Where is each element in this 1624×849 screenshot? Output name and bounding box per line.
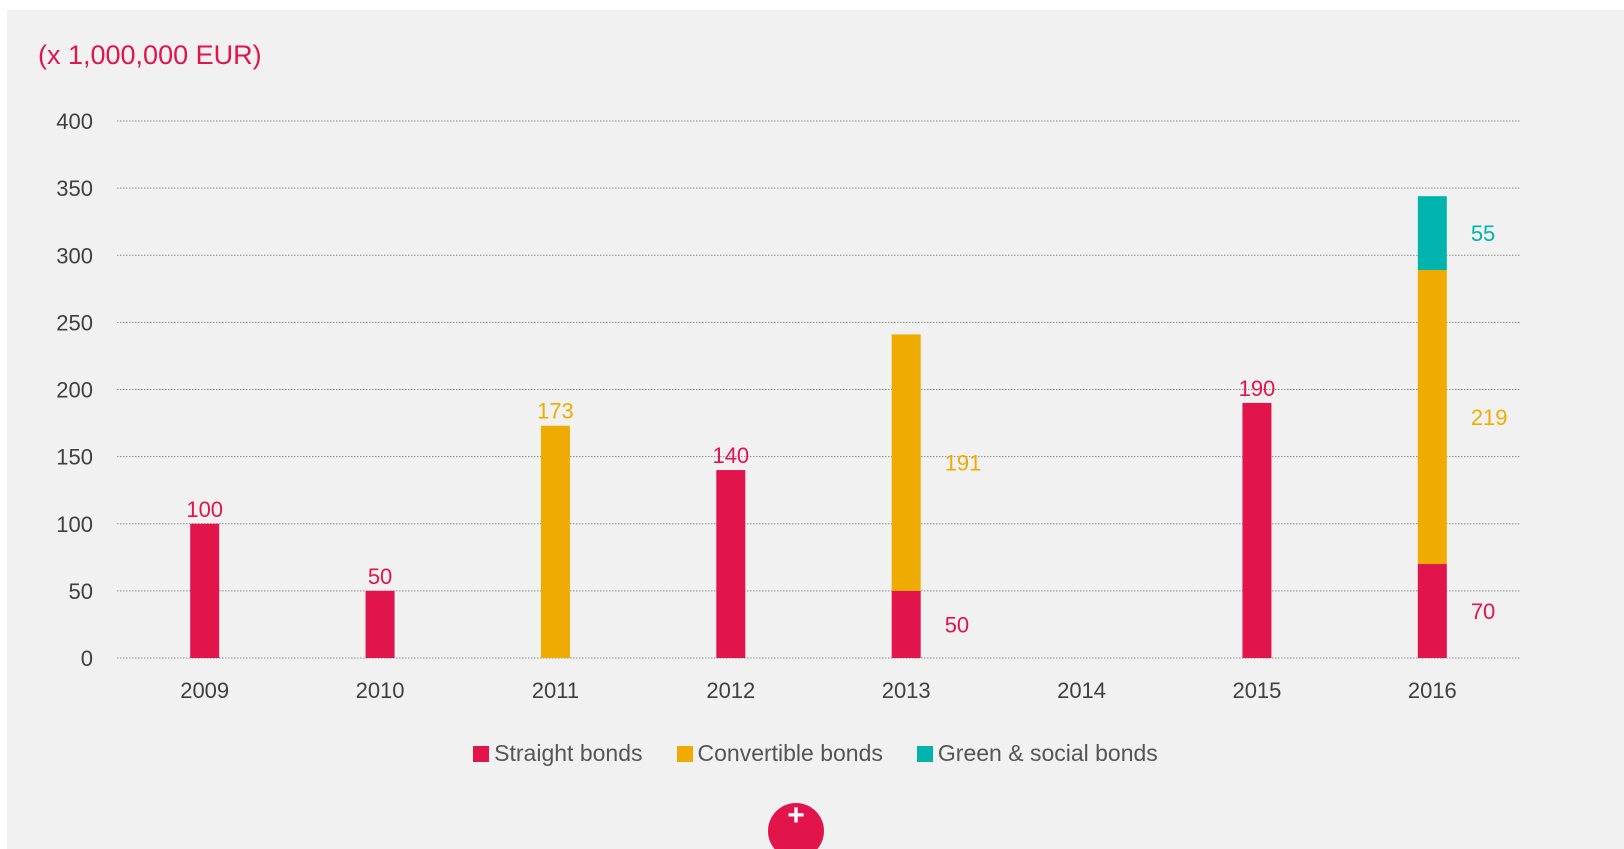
bar-segment: [1242, 402, 1272, 658]
y-tick-label: 50: [69, 579, 93, 604]
x-tick-label: 2014: [1057, 678, 1106, 703]
legend-item: Convertible bonds: [676, 740, 883, 767]
legend-swatch: [473, 745, 490, 762]
unit-label: (x 1,000,000 EUR): [38, 40, 262, 70]
y-tick-label: 150: [56, 445, 93, 470]
bar-segment: [716, 470, 746, 658]
bar-segment: [365, 590, 395, 658]
plus-icon: +: [787, 799, 805, 832]
y-tick-label: 250: [56, 310, 93, 335]
bar-segment: [891, 590, 921, 658]
y-tick-label: 100: [56, 512, 93, 537]
legend-item: Green & social bonds: [916, 740, 1158, 767]
data-label: 173: [537, 399, 574, 424]
y-tick-label: 400: [56, 109, 93, 134]
data-label: 55: [1471, 221, 1495, 246]
data-label: 190: [1239, 376, 1276, 401]
legend-label: Straight bonds: [494, 740, 643, 766]
data-label: 50: [945, 612, 969, 637]
bar-segment: [1417, 270, 1447, 565]
bar-chart: 0 50 100 150 200 250 300 350 400 2009 100 2010 50 201…: [56, 109, 1520, 703]
data-label: 70: [1471, 599, 1495, 624]
data-label: 100: [186, 497, 223, 522]
x-tick-label: 2011: [532, 678, 579, 703]
data-label: 140: [712, 443, 749, 468]
y-tick-label: 200: [56, 378, 93, 403]
legend-swatch: [676, 745, 693, 762]
bar-segment: [1417, 196, 1447, 271]
legend-label: Green & social bonds: [937, 740, 1158, 766]
legend: Straight bonds Convertible bonds Green & s…: [7, 740, 1624, 767]
y-tick-label: 0: [81, 646, 93, 671]
data-label: 191: [945, 451, 982, 476]
legend-swatch: [916, 745, 933, 762]
x-tick-label: 2012: [706, 678, 755, 703]
legend-label: Convertible bonds: [697, 740, 883, 766]
bar-segment: [190, 523, 220, 658]
x-tick-label: 2009: [180, 678, 229, 703]
expand-button[interactable]: +: [768, 799, 824, 849]
x-tick-label: 2013: [882, 678, 931, 703]
x-tick-label: 2016: [1408, 678, 1457, 703]
x-tick-label: 2010: [356, 678, 405, 703]
legend-item: Straight bonds: [473, 740, 643, 767]
y-tick-label: 350: [56, 176, 93, 201]
y-tick-label: 300: [56, 243, 93, 268]
data-label: 50: [368, 564, 392, 589]
data-label: 219: [1471, 405, 1508, 430]
bar-segment: [891, 334, 921, 591]
bar-segment: [540, 425, 570, 658]
bar-segment: [1417, 564, 1447, 658]
x-tick-label: 2015: [1232, 678, 1281, 703]
chart-panel: (x 1,000,000 EUR) 0 50 100 150 200 250 300 350 4…: [7, 10, 1624, 849]
